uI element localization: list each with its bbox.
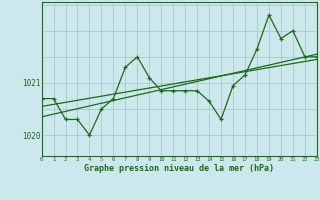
X-axis label: Graphe pression niveau de la mer (hPa): Graphe pression niveau de la mer (hPa)	[84, 164, 274, 173]
